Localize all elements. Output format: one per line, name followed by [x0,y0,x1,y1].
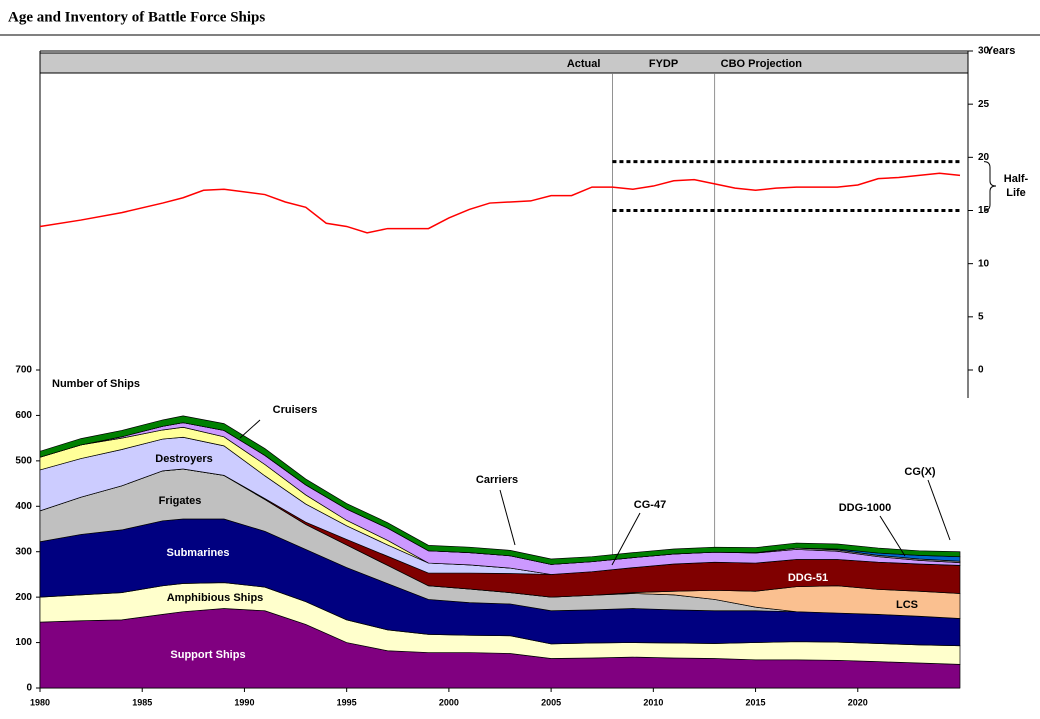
area-title: Number of Ships [52,378,140,390]
half-life-label: Life [1006,187,1026,199]
y-tick-label: 300 [15,546,32,557]
series-label: Frigates [159,495,202,507]
x-tick-label: 1980 [30,697,50,707]
x-tick-label: 1995 [337,697,357,707]
series-label: DDG-1000 [839,502,892,514]
x-tick-label: 2005 [541,697,561,707]
leader-line [499,489,516,546]
leader-line [879,515,906,557]
y-axis-label: Years [986,45,1015,57]
x-tick-label: 1985 [132,697,152,707]
series-label: Submarines [167,547,230,559]
leader-line [611,512,641,566]
y2-tick-label: 30 [978,46,990,57]
y-tick-label: 500 [15,455,32,466]
y2-tick-label: 10 [978,258,990,269]
period-label: CBO Projection [721,58,803,70]
series-label: CG(X) [904,466,936,478]
series-label: LCS [896,599,918,611]
y2-tick-label: 15 [978,205,990,216]
y-tick-label: 200 [15,592,32,603]
x-tick-label: 2015 [746,697,766,707]
y2-tick-label: 0 [978,365,984,376]
half-life-brace [983,161,997,211]
half-life-label: Half- [1004,173,1029,185]
x-tick-label: 2020 [848,697,868,707]
age-line [39,172,961,234]
y2-tick-label: 25 [978,99,990,110]
series-label: DDG-51 [788,572,828,584]
y2-tick-label: 20 [978,152,990,163]
series-label: Carriers [476,474,518,486]
period-header [39,52,969,74]
series-label: Cruisers [273,404,318,416]
x-tick-label: 2000 [439,697,459,707]
x-tick-label: 1990 [234,697,254,707]
series-label: Amphibious Ships [167,592,264,604]
series-label: Support Ships [170,649,245,661]
leader-line [239,419,261,439]
leader-line [927,479,951,541]
series-label: CG-47 [634,499,666,511]
y2-tick-label: 5 [978,311,984,322]
period-label: FYDP [649,58,678,70]
x-tick-label: 2010 [643,697,663,707]
y-tick-label: 100 [15,637,32,648]
period-label: Actual [567,58,601,70]
series-label: Destroyers [155,453,212,465]
y-tick-label: 0 [26,683,32,694]
y-tick-label: 700 [15,365,32,376]
area [39,415,961,565]
y-tick-label: 400 [15,501,32,512]
page-title: Age and Inventory of Battle Force Ships [8,9,265,25]
y-tick-label: 600 [15,410,32,421]
